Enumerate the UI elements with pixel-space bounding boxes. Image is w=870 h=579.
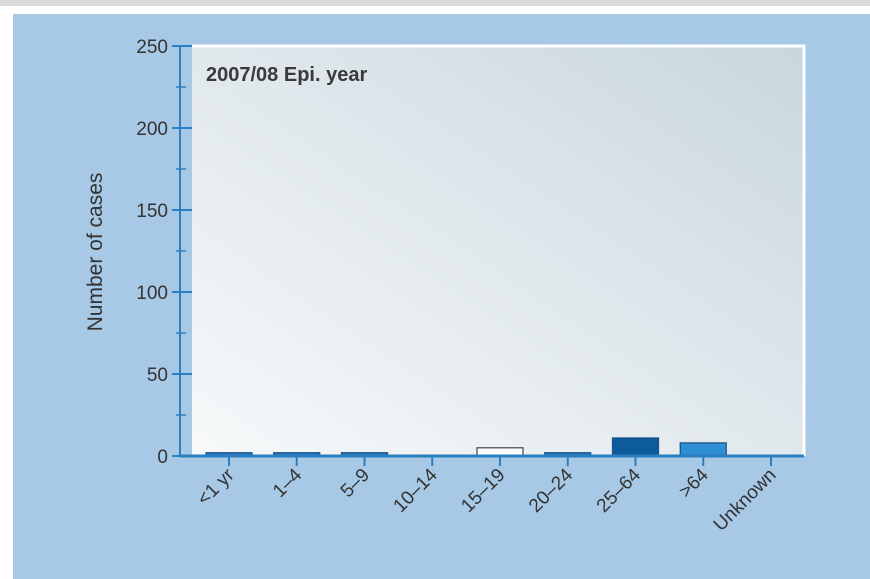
plot-frame bbox=[192, 44, 806, 456]
y-axis: 0 50 100 150 200 250 bbox=[136, 37, 192, 468]
plot-area bbox=[192, 46, 804, 456]
y-tick-label: 50 bbox=[147, 365, 168, 386]
x-tick-label: 10–14 bbox=[390, 464, 443, 517]
x-tick-label: 1–4 bbox=[269, 464, 307, 502]
bar bbox=[679, 442, 727, 457]
y-tick-label: 0 bbox=[157, 447, 168, 468]
y-tick-label: 100 bbox=[136, 283, 168, 304]
top-border bbox=[0, 0, 870, 6]
x-tick-label: <1 yr bbox=[193, 464, 239, 510]
y-axis-title: Number of cases bbox=[84, 173, 107, 332]
y-tick-label: 150 bbox=[136, 201, 168, 222]
chart-title: 2007/08 Epi. year bbox=[206, 64, 367, 86]
x-tick-label: 20–24 bbox=[525, 464, 578, 517]
bar bbox=[611, 437, 660, 457]
y-tick-label: 250 bbox=[136, 37, 168, 58]
x-tick-label: >64 bbox=[675, 464, 713, 502]
x-tick-label: Unknown bbox=[710, 465, 781, 536]
x-tick-label: 25–64 bbox=[593, 464, 646, 517]
x-tick-label: 5–9 bbox=[337, 465, 374, 502]
x-axis: <1 yr 1–4 5–9 10–14 15–19 20–24 25–64 >64Unknow… bbox=[180, 454, 804, 536]
y-tick-label: 200 bbox=[136, 119, 168, 140]
x-tick-label: 15–19 bbox=[457, 465, 509, 517]
